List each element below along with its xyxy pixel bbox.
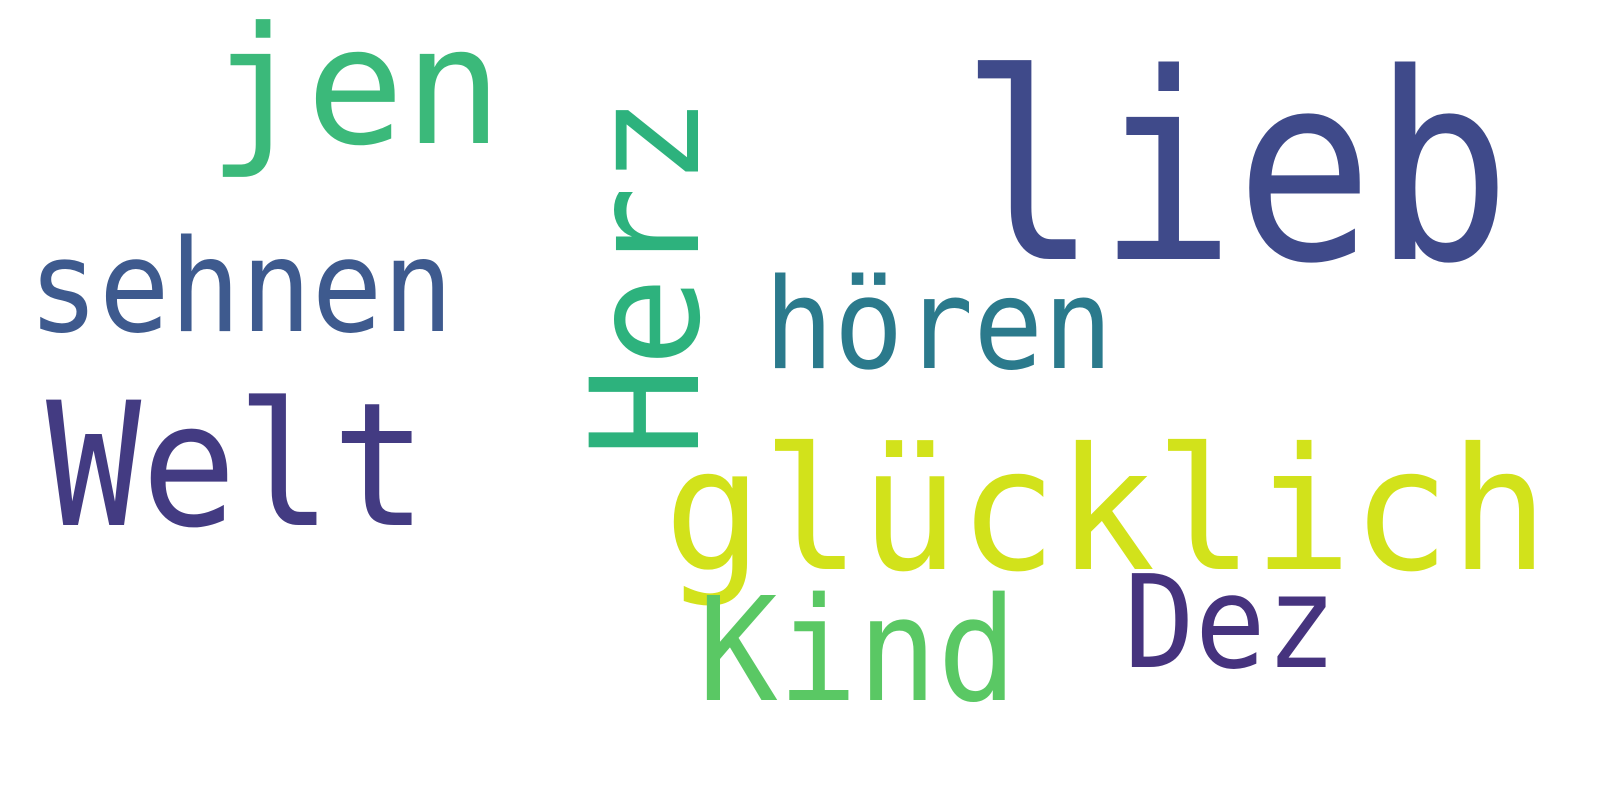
word-kind: Kind bbox=[698, 566, 1018, 734]
word-jen: jen bbox=[208, 0, 503, 182]
word-glucklich: glücklich bbox=[664, 412, 1549, 610]
word-sehnen: sehnen bbox=[28, 213, 454, 362]
word-horen: hören bbox=[764, 251, 1113, 398]
word-dez: Dez bbox=[1124, 549, 1337, 698]
word-lieb: lieb bbox=[960, 19, 1512, 321]
word-herz: Herz bbox=[560, 96, 734, 458]
word-welt: Welt bbox=[46, 365, 428, 566]
